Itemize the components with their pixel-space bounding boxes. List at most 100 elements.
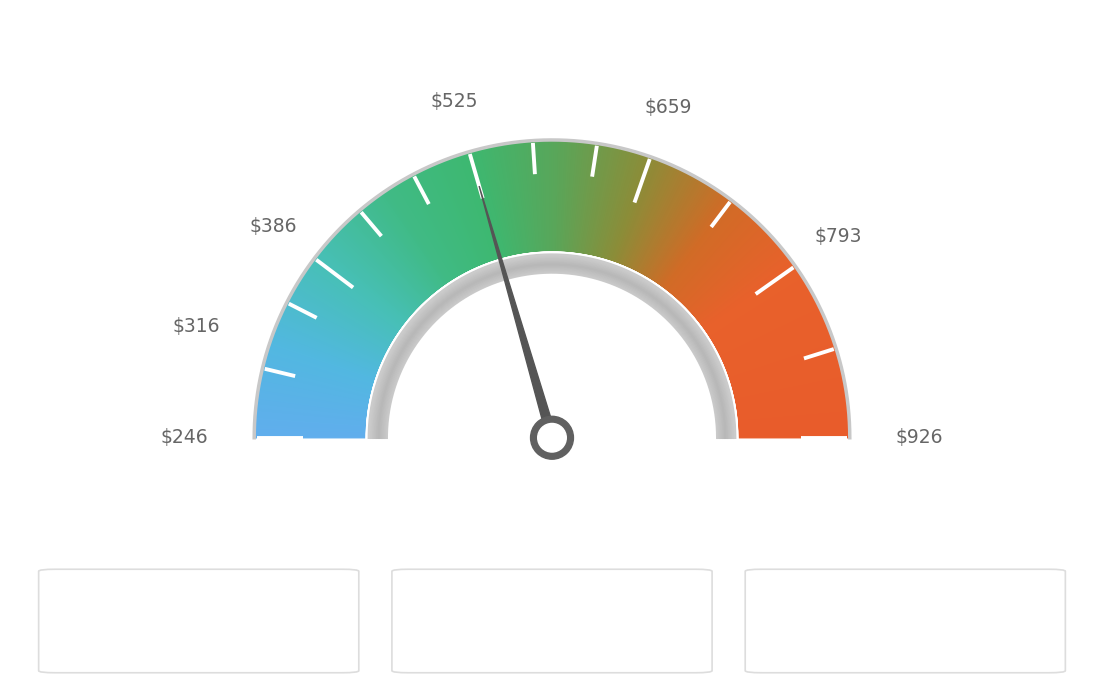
Wedge shape [613, 157, 652, 264]
Wedge shape [329, 239, 414, 315]
Wedge shape [618, 160, 661, 266]
Wedge shape [316, 255, 406, 326]
Wedge shape [576, 143, 594, 255]
Wedge shape [609, 155, 646, 263]
Wedge shape [649, 185, 712, 282]
Wedge shape [418, 170, 470, 273]
Wedge shape [605, 152, 639, 262]
Wedge shape [269, 342, 378, 380]
Wedge shape [364, 206, 436, 295]
Wedge shape [691, 243, 778, 318]
Wedge shape [728, 346, 836, 382]
Wedge shape [672, 211, 747, 298]
Wedge shape [630, 168, 681, 271]
Wedge shape [666, 202, 736, 293]
Wedge shape [460, 154, 497, 262]
Wedge shape [736, 433, 850, 436]
Wedge shape [733, 377, 845, 402]
Wedge shape [294, 288, 392, 346]
Wedge shape [284, 307, 386, 358]
Wedge shape [404, 178, 461, 277]
Wedge shape [668, 206, 740, 295]
Wedge shape [689, 237, 774, 315]
Wedge shape [718, 305, 819, 357]
Wedge shape [476, 149, 506, 259]
Wedge shape [465, 152, 499, 262]
Wedge shape [540, 140, 546, 253]
Wedge shape [268, 344, 376, 381]
Wedge shape [622, 161, 666, 267]
Wedge shape [697, 253, 787, 324]
Wedge shape [683, 229, 766, 309]
Wedge shape [676, 216, 753, 302]
Wedge shape [399, 181, 458, 279]
Wedge shape [403, 179, 460, 278]
Wedge shape [648, 184, 710, 281]
Wedge shape [682, 227, 764, 308]
Wedge shape [264, 362, 373, 392]
Wedge shape [392, 185, 455, 282]
Wedge shape [558, 140, 564, 253]
Wedge shape [692, 244, 779, 319]
Wedge shape [522, 141, 534, 254]
Wedge shape [721, 317, 826, 364]
Wedge shape [570, 141, 582, 254]
Wedge shape [262, 368, 372, 396]
Wedge shape [700, 259, 792, 328]
Wedge shape [703, 266, 797, 333]
Wedge shape [604, 152, 637, 261]
Wedge shape [348, 219, 426, 303]
Wedge shape [735, 396, 847, 413]
Wedge shape [595, 148, 624, 259]
Wedge shape [261, 375, 372, 400]
Text: $246: $246 [160, 428, 208, 447]
Wedge shape [708, 278, 805, 340]
Wedge shape [735, 403, 848, 417]
Wedge shape [736, 424, 850, 431]
Wedge shape [654, 189, 718, 284]
Wedge shape [598, 149, 628, 259]
Wedge shape [257, 391, 370, 411]
Wedge shape [256, 405, 369, 419]
Wedge shape [396, 183, 457, 280]
Wedge shape [499, 144, 520, 256]
Wedge shape [735, 405, 848, 419]
Wedge shape [612, 156, 650, 264]
Wedge shape [300, 276, 397, 339]
Wedge shape [712, 288, 810, 346]
Wedge shape [731, 366, 841, 395]
Wedge shape [254, 433, 368, 436]
Wedge shape [406, 177, 463, 277]
Wedge shape [561, 140, 569, 253]
Text: ($926): ($926) [875, 637, 935, 655]
Wedge shape [256, 403, 369, 417]
Wedge shape [623, 163, 668, 268]
Wedge shape [383, 191, 448, 286]
Wedge shape [254, 428, 368, 433]
Wedge shape [417, 171, 469, 273]
Wedge shape [581, 144, 601, 255]
Text: • Max Cost: • Max Cost [842, 591, 957, 611]
Wedge shape [694, 248, 783, 321]
Wedge shape [645, 180, 703, 279]
Wedge shape [688, 235, 773, 313]
Wedge shape [480, 148, 509, 259]
Wedge shape [434, 164, 480, 268]
Wedge shape [635, 171, 687, 273]
Wedge shape [355, 213, 431, 299]
Wedge shape [567, 141, 580, 254]
FancyBboxPatch shape [745, 569, 1065, 673]
Wedge shape [582, 144, 603, 256]
Wedge shape [421, 169, 473, 272]
Circle shape [538, 424, 566, 452]
Wedge shape [438, 161, 482, 267]
Wedge shape [725, 335, 832, 375]
Wedge shape [282, 311, 385, 360]
Polygon shape [479, 186, 556, 439]
FancyBboxPatch shape [39, 569, 359, 673]
Wedge shape [288, 298, 389, 353]
Wedge shape [718, 307, 820, 358]
Wedge shape [413, 173, 467, 275]
Wedge shape [261, 373, 372, 399]
Wedge shape [661, 198, 731, 290]
